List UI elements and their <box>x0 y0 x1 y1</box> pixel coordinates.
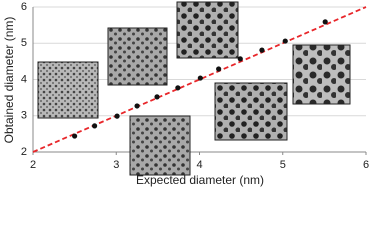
y-axis-title: Obtained diameter (nm) <box>2 17 16 144</box>
data-point <box>134 103 140 109</box>
page: {"chart_data": {"type": "scatter", "x_la… <box>2 0 370 188</box>
inset-image <box>176 1 239 59</box>
data-point <box>197 75 203 81</box>
inset-image <box>292 44 351 105</box>
x-tick-label: 2 <box>30 159 36 171</box>
data-point <box>322 19 328 25</box>
data-point <box>237 56 243 62</box>
inset-image <box>214 82 288 141</box>
data-point <box>92 123 98 129</box>
x-tick-label: 4 <box>196 159 202 171</box>
x-axis-title: Expected diameter (nm) <box>136 173 264 187</box>
x-tick-label: 6 <box>363 159 369 171</box>
reference-line <box>32 6 367 153</box>
inset-image <box>107 27 168 86</box>
inset-image <box>37 61 99 119</box>
insets <box>37 1 351 176</box>
y-tick-label: 4 <box>21 73 27 85</box>
y-tick-label: 5 <box>21 37 27 49</box>
data <box>32 6 367 153</box>
chart: Expected diameter (nm) Obtained diameter… <box>2 1 369 187</box>
data-point <box>114 113 120 119</box>
data-point <box>175 85 181 91</box>
x-tick-label: 3 <box>113 159 119 171</box>
data-point <box>259 47 265 53</box>
x-tick-label: 5 <box>280 159 286 171</box>
y-tick-label: 2 <box>21 146 27 158</box>
inset-image <box>129 115 191 176</box>
y-tick-label: 3 <box>21 110 27 122</box>
data-point <box>282 38 288 44</box>
data-point <box>154 94 160 100</box>
data-point <box>216 66 222 72</box>
data-point <box>72 133 78 139</box>
y-tick-label: 6 <box>21 1 27 13</box>
